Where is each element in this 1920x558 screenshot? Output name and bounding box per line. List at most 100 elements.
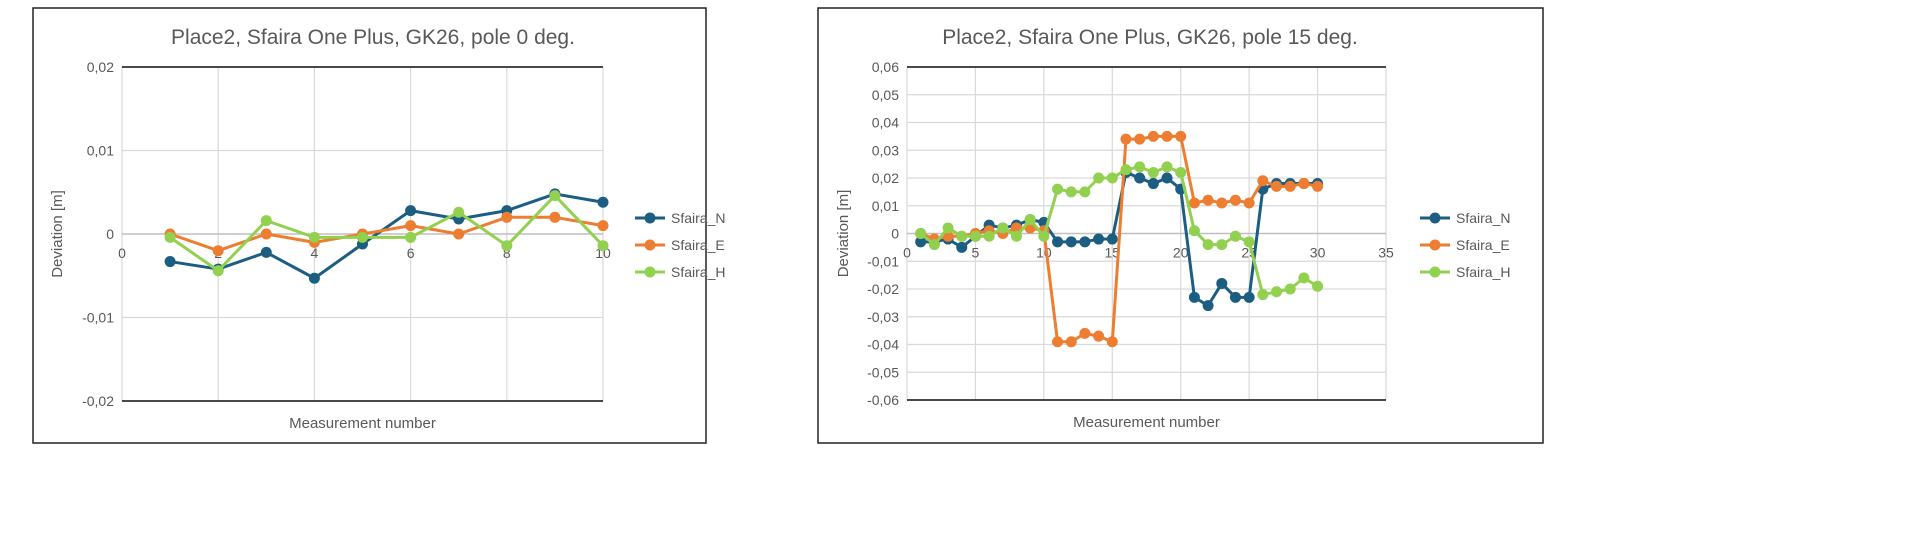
- data-point: [260, 228, 272, 240]
- data-point: [1216, 277, 1228, 289]
- data-point: [501, 211, 513, 223]
- y-tick-label: 0,06: [872, 59, 899, 75]
- data-point: [308, 231, 320, 243]
- legend-swatch-marker: [644, 266, 656, 278]
- data-point: [1106, 172, 1118, 184]
- x-tick-label: 5: [972, 245, 980, 261]
- data-point: [1065, 236, 1077, 248]
- data-point: [405, 205, 417, 217]
- data-point: [915, 228, 927, 239]
- data-point: [1298, 178, 1310, 190]
- y-tick-label: 0,01: [87, 143, 114, 159]
- data-point: [1188, 225, 1200, 237]
- data-point: [1161, 130, 1173, 142]
- data-point: [1010, 230, 1022, 242]
- data-point: [597, 240, 609, 252]
- data-point: [260, 215, 272, 227]
- data-point: [308, 272, 320, 284]
- x-tick-label: 30: [1310, 245, 1326, 261]
- data-point: [1038, 230, 1050, 242]
- data-point: [453, 228, 465, 240]
- y-tick-label: -0,02: [82, 393, 114, 409]
- chart-title: Place2, Sfaira One Plus, GK26, pole 15 d…: [942, 26, 1358, 49]
- legend-swatch-marker: [1429, 266, 1441, 278]
- y-tick-label: 0: [891, 226, 899, 242]
- data-point: [1243, 197, 1255, 209]
- data-point: [1065, 186, 1077, 198]
- data-point: [1120, 133, 1132, 145]
- data-point: [942, 222, 954, 234]
- data-point: [1284, 283, 1296, 295]
- chart-1: Place2, Sfaira One Plus, GK26, pole 0 de…: [32, 7, 725, 444]
- data-point: [1079, 186, 1091, 198]
- data-point: [1134, 172, 1146, 184]
- y-tick-label: 0,04: [872, 115, 899, 131]
- series-sfaira-e: [164, 211, 609, 257]
- data-point: [1134, 161, 1146, 173]
- data-point: [1106, 233, 1118, 245]
- data-point: [1052, 236, 1064, 248]
- series-sfaira-h: [915, 161, 1324, 301]
- chart-title: Place2, Sfaira One Plus, GK26, pole 0 de…: [171, 26, 575, 49]
- data-point: [1229, 194, 1241, 206]
- data-point: [1093, 172, 1105, 184]
- data-point: [405, 220, 417, 232]
- legend-item: Sfaira_N: [1420, 210, 1510, 226]
- y-tick-label: -0,04: [867, 337, 899, 353]
- data-point: [501, 240, 513, 252]
- data-point: [1079, 236, 1091, 248]
- y-tick-label: -0,01: [867, 253, 899, 269]
- y-tick-label: -0,06: [867, 392, 899, 408]
- series-sfaira-h: [164, 190, 609, 277]
- legend-swatch-marker: [1429, 239, 1441, 251]
- data-point: [1024, 214, 1036, 226]
- x-tick-label: 0: [118, 245, 126, 261]
- series-line: [169, 194, 605, 273]
- data-point: [212, 265, 224, 277]
- data-point: [1257, 175, 1269, 187]
- legend-label: Sfaira_E: [1456, 237, 1510, 253]
- data-point: [357, 231, 368, 243]
- series-sfaira-e: [915, 130, 1324, 348]
- x-tick-label: 6: [407, 245, 415, 261]
- data-point: [1161, 161, 1173, 173]
- y-axis-label: Deviation [m]: [835, 190, 852, 278]
- data-point: [164, 231, 176, 243]
- data-point: [597, 220, 609, 232]
- data-point: [956, 241, 968, 253]
- y-tick-label: 0,03: [872, 142, 899, 158]
- y-tick-label: -0,02: [867, 281, 899, 297]
- legend-label: Sfaira_N: [671, 210, 725, 226]
- data-point: [1216, 197, 1228, 209]
- series-line: [169, 215, 604, 253]
- data-point: [983, 230, 995, 242]
- data-point: [1202, 300, 1214, 312]
- data-point: [1243, 236, 1255, 248]
- legend-label: Sfaira_N: [1456, 210, 1510, 226]
- data-point: [1271, 180, 1283, 192]
- data-point: [212, 245, 224, 257]
- data-point: [997, 222, 1009, 234]
- data-point: [549, 190, 561, 202]
- x-tick-label: 35: [1378, 245, 1394, 261]
- y-tick-label: 0,05: [872, 87, 899, 103]
- x-axis-label: Measurement number: [1073, 414, 1220, 431]
- x-tick-label: 8: [503, 245, 511, 261]
- y-tick-label: 0: [106, 226, 114, 242]
- data-point: [1202, 239, 1214, 251]
- legend-label: Sfaira_H: [1456, 264, 1510, 280]
- data-point: [928, 239, 940, 251]
- legend-swatch-marker: [1429, 212, 1441, 224]
- legend-item: Sfaira_E: [635, 237, 725, 253]
- y-tick-label: 0,02: [872, 170, 899, 186]
- legend-label: Sfaira_E: [671, 237, 725, 253]
- legend-label: Sfaira_H: [671, 264, 725, 280]
- data-point: [549, 211, 561, 223]
- data-point: [597, 196, 609, 208]
- data-point: [1052, 183, 1064, 195]
- y-tick-label: 0,02: [87, 59, 114, 75]
- data-point: [1202, 194, 1214, 206]
- legend-swatch-marker: [644, 239, 656, 251]
- data-point: [260, 246, 272, 258]
